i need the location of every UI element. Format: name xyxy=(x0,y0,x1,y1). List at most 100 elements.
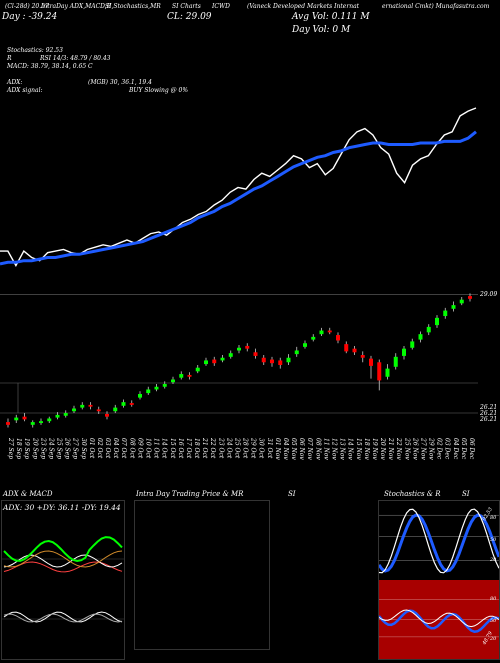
stoch-tick-label: 20 xyxy=(489,557,497,563)
date-tick-label: 05 Nov xyxy=(290,438,297,460)
date-tick-label: 01 Oct xyxy=(88,438,95,459)
candle-body xyxy=(319,330,324,335)
candle xyxy=(286,354,291,365)
date-tick-label: 27 Nov xyxy=(420,437,427,460)
candle-body xyxy=(47,418,52,422)
date-tick-label: 18 Oct xyxy=(193,438,200,459)
ema-line xyxy=(0,130,477,266)
header-name: (Vaneck Developed Markets Internat xyxy=(247,3,360,10)
date-tick-label: 20 Sep xyxy=(31,437,38,459)
stochastics-readout: Stochastics: 92.53 xyxy=(7,47,63,54)
candle-body xyxy=(270,359,274,364)
candle xyxy=(63,410,68,418)
date-tick-label: 29 Nov xyxy=(428,437,435,460)
candle-body xyxy=(171,379,175,383)
candle-body xyxy=(294,350,299,355)
candle-body xyxy=(278,360,283,365)
adx-panel-title: ADX & MACD xyxy=(3,490,53,498)
candle-body xyxy=(443,310,448,317)
date-tick-label: 12 Nov xyxy=(331,438,338,460)
candle-body xyxy=(459,299,464,304)
date-tick-label: 15 Oct xyxy=(169,438,176,459)
date-tick-label: 11 Oct xyxy=(153,438,160,459)
candle-body xyxy=(385,368,390,377)
date-tick-label: 19 Nov xyxy=(371,438,378,460)
candle-body xyxy=(451,305,456,309)
rsi-signal-line xyxy=(378,609,500,628)
candle xyxy=(327,327,332,335)
adx-plus-di-line xyxy=(3,536,123,563)
candle xyxy=(55,412,60,420)
date-tick-label: 21 Oct xyxy=(201,437,208,459)
candle-body xyxy=(30,422,35,425)
candle-body xyxy=(187,374,192,377)
date-tick-label: 27 Sep xyxy=(72,437,79,459)
stoch-bg xyxy=(379,501,499,580)
header-symbol: ICWD xyxy=(212,3,230,10)
candle-body xyxy=(253,352,258,356)
date-tick-label: 29 Oct xyxy=(250,437,257,459)
date-tick-label: 02 Dec xyxy=(436,438,443,460)
candle-body xyxy=(80,404,85,408)
candle-body xyxy=(14,417,19,421)
candle-body xyxy=(311,336,316,340)
date-tick-label: 30 Sep xyxy=(80,438,87,459)
macd-line xyxy=(3,611,123,623)
candle xyxy=(435,315,439,328)
candle xyxy=(459,296,464,306)
date-tick-label: 10 Oct xyxy=(145,438,152,459)
date-tick-label: 06 Nov xyxy=(298,438,305,460)
rsi-tick-label: 50 xyxy=(490,618,497,624)
candle-body xyxy=(121,402,126,406)
candle xyxy=(369,355,373,379)
candle-body xyxy=(228,353,233,357)
date-tick-label: 18 Nov xyxy=(363,438,370,460)
date-tick-label: 02 Oct xyxy=(96,438,103,459)
candle-body xyxy=(96,409,101,412)
date-tick-label: 26 Sep xyxy=(64,437,71,459)
candle xyxy=(72,405,76,414)
stoch-k-line xyxy=(378,508,500,574)
candle-body xyxy=(72,408,76,412)
macd-readout: MACD: 38.79, 38.14, 0.65 C xyxy=(7,63,93,70)
candle-body xyxy=(468,296,472,299)
candle-body xyxy=(195,367,200,372)
candle xyxy=(311,334,316,342)
candle-body xyxy=(360,355,365,358)
candle xyxy=(121,399,126,408)
date-tick-label: 25 Nov xyxy=(403,437,410,460)
candle-body xyxy=(105,413,109,417)
date-tick-label: 15 Nov xyxy=(355,438,362,460)
candle xyxy=(410,338,415,350)
date-tick-label: 25 Sep xyxy=(56,437,63,459)
macd-signal-line xyxy=(3,613,123,623)
candle xyxy=(294,346,299,357)
date-tick-label: 27 Sep xyxy=(7,437,14,459)
candle-body xyxy=(303,343,307,347)
date-tick-label: 16 Oct xyxy=(177,438,184,459)
date-tick-label: 08 Nov xyxy=(314,438,321,460)
candle xyxy=(451,301,456,312)
candle-body xyxy=(237,347,241,351)
date-tick-label: 19 Sep xyxy=(23,438,30,459)
adx-macd-svg xyxy=(2,536,124,623)
header-site: ernational Cmkt) Munafasutra.com xyxy=(382,3,490,10)
stoch-tick-label: 50 xyxy=(490,537,497,543)
date-tick-label: 04 Dec xyxy=(452,438,459,460)
header-title-a: IntraDay ADX,MACD,B xyxy=(41,3,112,10)
date-tick-label: 07 Oct xyxy=(120,438,127,459)
candle-body xyxy=(377,362,382,381)
candle xyxy=(129,400,134,407)
candle xyxy=(377,359,382,391)
candle xyxy=(319,327,324,336)
candle-body xyxy=(402,348,406,356)
date-tick-label: 22 Nov xyxy=(395,437,402,460)
candle xyxy=(6,418,10,428)
date-tick-label: 01 Nov xyxy=(274,438,281,460)
price-label-low-1: 26.21 xyxy=(480,404,498,411)
candle xyxy=(88,402,93,410)
candle-body xyxy=(63,413,68,416)
candle xyxy=(138,391,142,400)
stoch-panel-title: Stochastics & R xyxy=(384,490,441,498)
